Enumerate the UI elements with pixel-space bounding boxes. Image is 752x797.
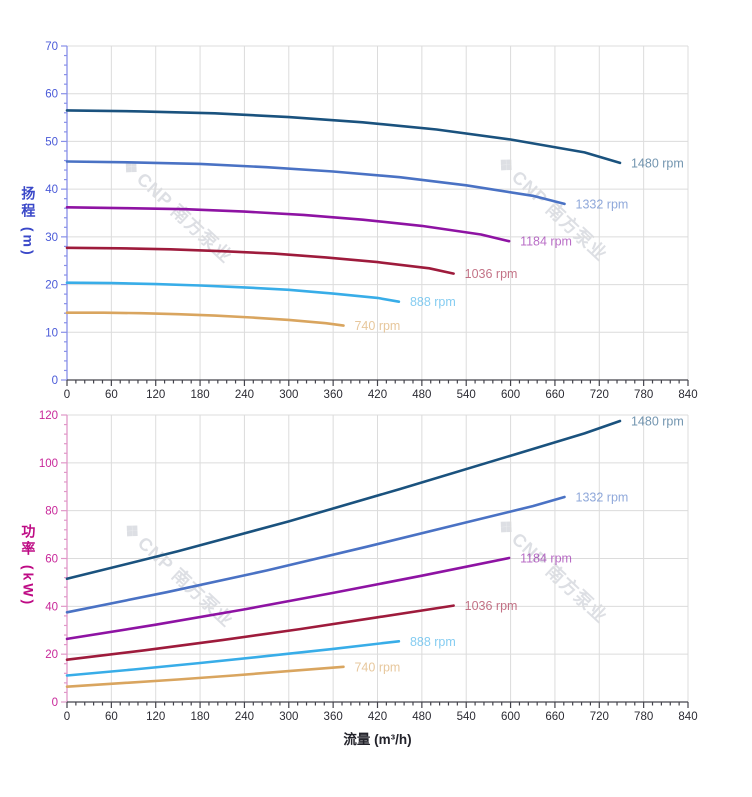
y-tick-label: 60 bbox=[45, 554, 58, 566]
y-tick-label: 40 bbox=[45, 184, 58, 196]
series-label-888-rpm: 888 rpm bbox=[410, 295, 456, 309]
y-tick-label: 100 bbox=[39, 458, 58, 470]
series-line-1332-rpm bbox=[65, 495, 566, 614]
y-tick-label: 80 bbox=[45, 506, 58, 518]
series-line-1036-rpm bbox=[65, 246, 455, 275]
x-tick-label: 780 bbox=[634, 389, 653, 401]
x-tick-label: 120 bbox=[146, 711, 165, 723]
series-line-1480-rpm bbox=[65, 109, 622, 165]
series-line-1184-rpm bbox=[65, 556, 511, 641]
x-tick-label: 720 bbox=[590, 389, 609, 401]
x-tick-label: 600 bbox=[501, 389, 520, 401]
y-tick-label: 20 bbox=[45, 649, 58, 661]
x-tick-label: 600 bbox=[501, 711, 520, 723]
y-tick-label: 70 bbox=[45, 41, 58, 53]
x-tick-label: 660 bbox=[545, 711, 564, 723]
y-tick-label: 50 bbox=[45, 136, 58, 148]
series-label-740-rpm: 740 rpm bbox=[354, 660, 400, 674]
series-line-1480-rpm bbox=[65, 419, 622, 581]
x-tick-label: 720 bbox=[590, 711, 609, 723]
series-label-740-rpm: 740 rpm bbox=[354, 319, 400, 333]
head-vs-flow-chart: 0 10 20 30 40 50 60 70 0 60 120 180 240 300 360 420 480 5… bbox=[45, 41, 697, 401]
x-tick-label: 240 bbox=[235, 711, 254, 723]
x-tick-label: 660 bbox=[545, 389, 564, 401]
series-line-888-rpm bbox=[65, 281, 401, 303]
x-tick-label: 840 bbox=[678, 711, 697, 723]
series-line-740-rpm bbox=[65, 665, 345, 688]
series-line-1036-rpm bbox=[65, 604, 455, 661]
x-tick-label: 540 bbox=[457, 711, 476, 723]
x-tick-label: 420 bbox=[368, 389, 387, 401]
series-label-1184-rpm: 1184 rpm bbox=[520, 552, 572, 566]
series-label-888-rpm: 888 rpm bbox=[410, 635, 456, 649]
power-axis-title: 功率 (kW) bbox=[20, 524, 37, 608]
y-tick-label: 0 bbox=[52, 375, 58, 387]
series-label-1332-rpm: 1332 rpm bbox=[576, 491, 629, 505]
x-tick-label: 360 bbox=[324, 711, 343, 723]
x-tick-label: 300 bbox=[279, 389, 298, 401]
series-label-1332-rpm: 1332 rpm bbox=[576, 197, 629, 211]
y-tick-label: 10 bbox=[45, 327, 58, 339]
x-tick-label: 540 bbox=[457, 389, 476, 401]
series-line-1332-rpm bbox=[65, 160, 566, 206]
y-tick-label: 120 bbox=[39, 410, 58, 422]
series-label-1036-rpm: 1036 rpm bbox=[465, 599, 518, 613]
series-line-1184-rpm bbox=[65, 206, 511, 243]
x-tick-label: 480 bbox=[412, 711, 431, 723]
series-label-1184-rpm: 1184 rpm bbox=[520, 235, 572, 249]
series-label-1036-rpm: 1036 rpm bbox=[465, 267, 518, 281]
series-label-1480-rpm: 1480 rpm bbox=[631, 156, 684, 170]
series-line-888-rpm bbox=[65, 640, 401, 677]
x-tick-label: 780 bbox=[634, 711, 653, 723]
series-line-740-rpm bbox=[65, 311, 345, 327]
head-axis-title: 扬程 (m) bbox=[20, 186, 37, 258]
x-tick-label: 180 bbox=[190, 711, 209, 723]
x-tick-label: 420 bbox=[368, 711, 387, 723]
x-tick-label: 240 bbox=[235, 389, 254, 401]
y-tick-label: 0 bbox=[52, 697, 58, 709]
series-label-1480-rpm: 1480 rpm bbox=[631, 414, 684, 428]
x-tick-label: 840 bbox=[678, 389, 697, 401]
x-tick-label: 480 bbox=[412, 389, 431, 401]
power-vs-flow-chart: 0 20 40 60 80 100 120 0 60 120 180 240 300 360 420 480 5… bbox=[39, 410, 698, 723]
x-tick-label: 60 bbox=[105, 711, 118, 723]
x-tick-label: 0 bbox=[64, 711, 70, 723]
y-tick-label: 40 bbox=[45, 601, 58, 613]
y-tick-label: 30 bbox=[45, 232, 58, 244]
y-tick-label: 60 bbox=[45, 89, 58, 101]
x-tick-label: 120 bbox=[146, 389, 165, 401]
x-tick-label: 60 bbox=[105, 389, 118, 401]
x-tick-label: 360 bbox=[324, 389, 343, 401]
x-tick-label: 0 bbox=[64, 389, 70, 401]
flow-axis-title: 流量 (m³/h) bbox=[343, 732, 412, 747]
x-tick-label: 180 bbox=[190, 389, 209, 401]
x-tick-label: 300 bbox=[279, 711, 298, 723]
y-tick-label: 20 bbox=[45, 280, 58, 292]
